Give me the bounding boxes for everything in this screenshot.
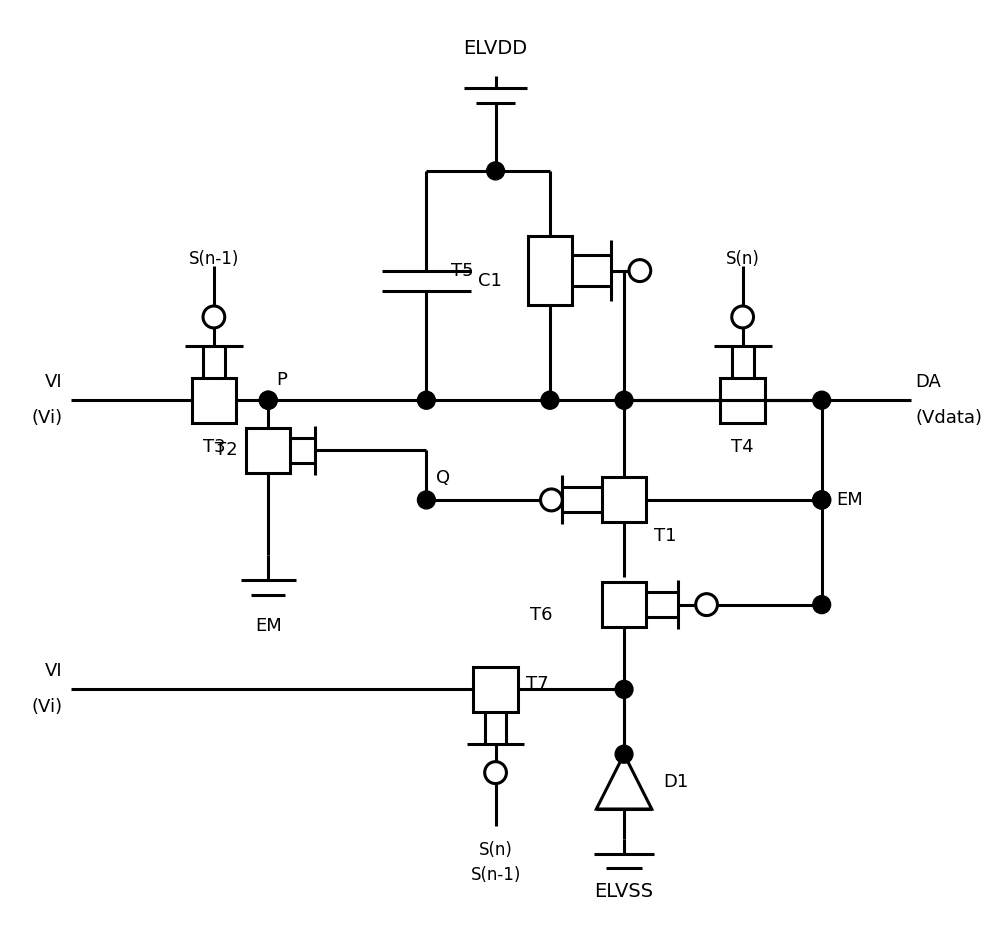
Text: D1: D1: [664, 772, 689, 790]
Circle shape: [541, 489, 562, 511]
Circle shape: [696, 594, 717, 616]
Circle shape: [813, 391, 831, 409]
Text: T5: T5: [451, 261, 474, 279]
Circle shape: [203, 306, 225, 328]
Circle shape: [813, 491, 831, 509]
Text: S(n-1): S(n-1): [189, 250, 239, 268]
Text: S(n): S(n): [479, 842, 513, 860]
Circle shape: [485, 762, 506, 784]
Circle shape: [615, 745, 633, 763]
Circle shape: [615, 680, 633, 698]
Text: ELVSS: ELVSS: [594, 882, 654, 901]
Bar: [528, 236, 572, 306]
Text: T6: T6: [530, 605, 552, 623]
Circle shape: [259, 391, 277, 409]
Circle shape: [615, 391, 633, 409]
Text: (Vdata): (Vdata): [916, 409, 983, 428]
Circle shape: [732, 306, 754, 328]
Bar: [473, 667, 518, 712]
Circle shape: [629, 259, 651, 281]
Circle shape: [541, 391, 559, 409]
Bar: [602, 582, 646, 627]
Bar: [720, 378, 765, 423]
Text: T2: T2: [215, 441, 238, 459]
Text: P: P: [276, 371, 287, 389]
Text: S(n): S(n): [726, 250, 760, 268]
Text: EM: EM: [837, 491, 863, 509]
Bar: [602, 478, 646, 523]
Bar: [192, 378, 236, 423]
Text: ELVDD: ELVDD: [464, 39, 528, 58]
Circle shape: [487, 162, 504, 180]
Text: Q: Q: [436, 469, 450, 487]
Circle shape: [417, 491, 435, 509]
Text: (Vi): (Vi): [32, 409, 63, 428]
Bar: [246, 428, 290, 472]
Text: T7: T7: [526, 675, 548, 694]
Text: (Vi): (Vi): [32, 698, 63, 716]
Text: DA: DA: [916, 373, 941, 391]
Text: VI: VI: [45, 662, 63, 680]
Text: T3: T3: [203, 438, 225, 456]
Text: C1: C1: [478, 272, 502, 290]
Circle shape: [417, 391, 435, 409]
Circle shape: [813, 491, 831, 509]
Text: VI: VI: [45, 373, 63, 391]
Text: T1: T1: [654, 527, 677, 545]
Text: EM: EM: [255, 617, 282, 635]
Circle shape: [813, 596, 831, 614]
Circle shape: [259, 391, 277, 409]
Text: T4: T4: [731, 438, 754, 456]
Text: S(n-1): S(n-1): [470, 866, 521, 884]
